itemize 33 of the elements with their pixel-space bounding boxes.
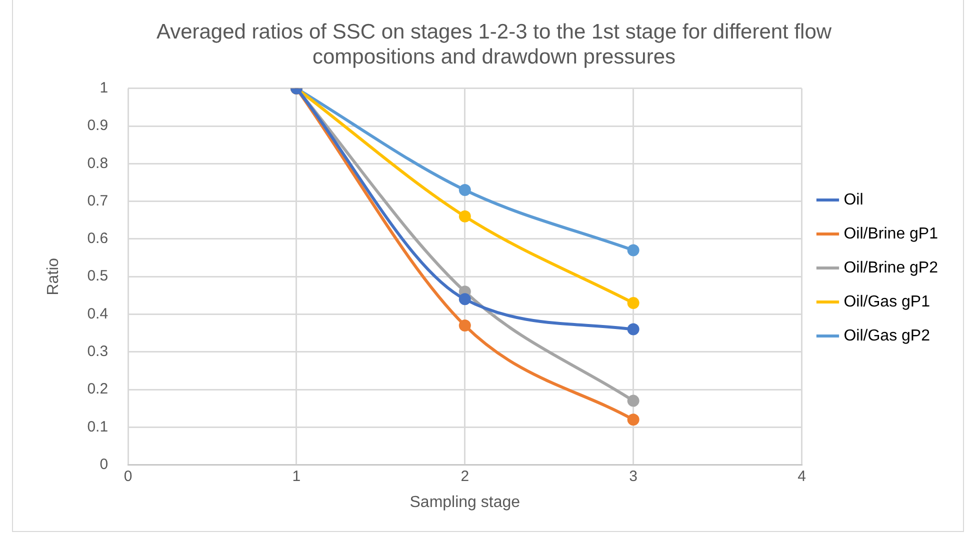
x-tick-label: 1 bbox=[292, 468, 301, 485]
legend-label: Oil bbox=[844, 191, 864, 208]
y-axis-title: Ratio bbox=[45, 258, 62, 296]
point bbox=[458, 293, 471, 306]
x-tick-label: 3 bbox=[629, 468, 638, 485]
point bbox=[627, 394, 640, 407]
y-tick-label: 0.1 bbox=[87, 418, 108, 436]
point bbox=[458, 320, 471, 332]
y-tick-label: 0.3 bbox=[87, 343, 108, 360]
legend-label: Oil/Gas gP1 bbox=[844, 293, 930, 310]
chart-title: Averaged ratios of SSC on stages 1-2-3 to the 1st stage for different flow compositions and drawdown pressures bbox=[156, 20, 832, 69]
x-tick-label: 0 bbox=[124, 468, 132, 485]
y-tick-label: 0.9 bbox=[87, 117, 108, 134]
point bbox=[627, 244, 640, 256]
x-axis-title: Sampling stage bbox=[410, 494, 520, 511]
y-tick-label: 0.4 bbox=[87, 305, 108, 322]
point bbox=[627, 323, 640, 336]
y-tick-label: 0.8 bbox=[87, 154, 108, 172]
point bbox=[627, 414, 640, 426]
y-tick-label: 0.5 bbox=[87, 268, 108, 285]
y-tick-label: 0.2 bbox=[87, 380, 108, 398]
point bbox=[458, 210, 471, 222]
point bbox=[458, 184, 471, 196]
y-tick-label: 1 bbox=[100, 80, 108, 97]
legend-label: Oil/Brine gP2 bbox=[844, 259, 938, 276]
legend-label: Oil/Brine gP1 bbox=[844, 225, 938, 242]
y-tick-label: 0.6 bbox=[87, 230, 108, 248]
x-tick-label: 4 bbox=[798, 468, 806, 485]
legend-label: Oil/Gas gP2 bbox=[844, 327, 930, 344]
point bbox=[627, 296, 640, 309]
y-tick-label: 0 bbox=[100, 456, 108, 473]
x-tick-label: 2 bbox=[460, 468, 470, 485]
y-tick-label: 0.7 bbox=[87, 192, 108, 210]
